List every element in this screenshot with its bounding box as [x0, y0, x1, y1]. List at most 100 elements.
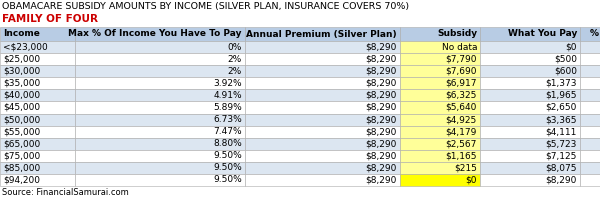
Bar	[480, 126, 580, 138]
Text: % Of Poverty Level: % Of Poverty Level	[590, 29, 600, 38]
Bar	[400, 114, 480, 126]
Bar	[480, 114, 580, 126]
Bar	[480, 150, 580, 162]
Bar	[580, 53, 600, 65]
Bar	[75, 126, 245, 138]
Bar	[245, 41, 400, 53]
Bar	[580, 150, 600, 162]
Bar	[0, 138, 75, 150]
Bar	[580, 162, 600, 174]
Bar	[0, 41, 75, 53]
Text: 3.92%: 3.92%	[214, 79, 242, 88]
Text: Annual Premium (Silver Plan): Annual Premium (Silver Plan)	[247, 29, 397, 38]
Text: $0: $0	[466, 175, 477, 184]
Text: $2,650: $2,650	[545, 103, 577, 112]
Text: 0%: 0%	[227, 43, 242, 52]
Text: $8,290: $8,290	[365, 175, 397, 184]
Bar	[580, 101, 600, 114]
Bar	[0, 27, 75, 41]
Bar	[480, 77, 580, 89]
Bar	[75, 174, 245, 186]
Bar	[0, 126, 75, 138]
Bar	[400, 89, 480, 101]
Bar	[245, 150, 400, 162]
Text: No data: No data	[442, 43, 477, 52]
Bar	[580, 174, 600, 186]
Bar	[245, 162, 400, 174]
Text: $8,290: $8,290	[545, 175, 577, 184]
Text: 9.50%: 9.50%	[213, 163, 242, 172]
Text: $40,000: $40,000	[3, 91, 40, 100]
Text: 2%: 2%	[228, 55, 242, 64]
Text: $50,000: $50,000	[3, 115, 40, 124]
Bar	[245, 89, 400, 101]
Text: $5,723: $5,723	[545, 139, 577, 148]
Bar	[245, 101, 400, 114]
Bar	[580, 138, 600, 150]
Text: $5,640: $5,640	[446, 103, 477, 112]
Text: $8,290: $8,290	[365, 139, 397, 148]
Bar	[75, 114, 245, 126]
Bar	[75, 77, 245, 89]
Text: 9.50%: 9.50%	[213, 151, 242, 160]
Text: $85,000: $85,000	[3, 163, 40, 172]
Bar	[75, 65, 245, 77]
Bar	[75, 89, 245, 101]
Text: 5.89%: 5.89%	[213, 103, 242, 112]
Text: 2%: 2%	[228, 67, 242, 76]
Text: $215: $215	[454, 163, 477, 172]
Text: $45,000: $45,000	[3, 103, 40, 112]
Bar	[400, 126, 480, 138]
Bar	[0, 53, 75, 65]
Bar	[0, 174, 75, 186]
Bar	[400, 162, 480, 174]
Bar	[480, 162, 580, 174]
Text: $1,165: $1,165	[445, 151, 477, 160]
Text: 9.50%: 9.50%	[213, 175, 242, 184]
Text: $25,000: $25,000	[3, 55, 40, 64]
Text: Max % Of Income You Have To Pay: Max % Of Income You Have To Pay	[68, 29, 242, 38]
Text: $8,290: $8,290	[365, 79, 397, 88]
Text: $1,373: $1,373	[545, 79, 577, 88]
Text: $8,290: $8,290	[365, 43, 397, 52]
Bar	[580, 77, 600, 89]
Text: 6.73%: 6.73%	[213, 115, 242, 124]
Bar	[0, 114, 75, 126]
Text: 8.80%: 8.80%	[213, 139, 242, 148]
Bar	[400, 150, 480, 162]
Text: Source: FinancialSamurai.com: Source: FinancialSamurai.com	[2, 188, 129, 197]
Text: $8,290: $8,290	[365, 103, 397, 112]
Bar	[0, 101, 75, 114]
Bar	[75, 138, 245, 150]
Bar	[0, 77, 75, 89]
Bar	[245, 174, 400, 186]
Bar	[0, 150, 75, 162]
Bar	[480, 53, 580, 65]
Bar	[400, 27, 480, 41]
Bar	[0, 89, 75, 101]
Bar	[75, 53, 245, 65]
Text: $0: $0	[566, 43, 577, 52]
Text: $500: $500	[554, 55, 577, 64]
Bar	[0, 65, 75, 77]
Text: $8,290: $8,290	[365, 127, 397, 136]
Bar	[480, 41, 580, 53]
Bar	[75, 101, 245, 114]
Bar	[0, 162, 75, 174]
Bar	[580, 89, 600, 101]
Bar	[400, 53, 480, 65]
Bar	[480, 89, 580, 101]
Text: $8,290: $8,290	[365, 115, 397, 124]
Bar	[580, 126, 600, 138]
Text: $75,000: $75,000	[3, 151, 40, 160]
Bar	[75, 27, 245, 41]
Text: $94,200: $94,200	[3, 175, 40, 184]
Text: 7.47%: 7.47%	[214, 127, 242, 136]
Text: What You Pay: What You Pay	[508, 29, 577, 38]
Text: $8,290: $8,290	[365, 163, 397, 172]
Bar	[400, 138, 480, 150]
Text: $1,965: $1,965	[545, 91, 577, 100]
Bar	[400, 41, 480, 53]
Text: $3,365: $3,365	[545, 115, 577, 124]
Text: $7,790: $7,790	[445, 55, 477, 64]
